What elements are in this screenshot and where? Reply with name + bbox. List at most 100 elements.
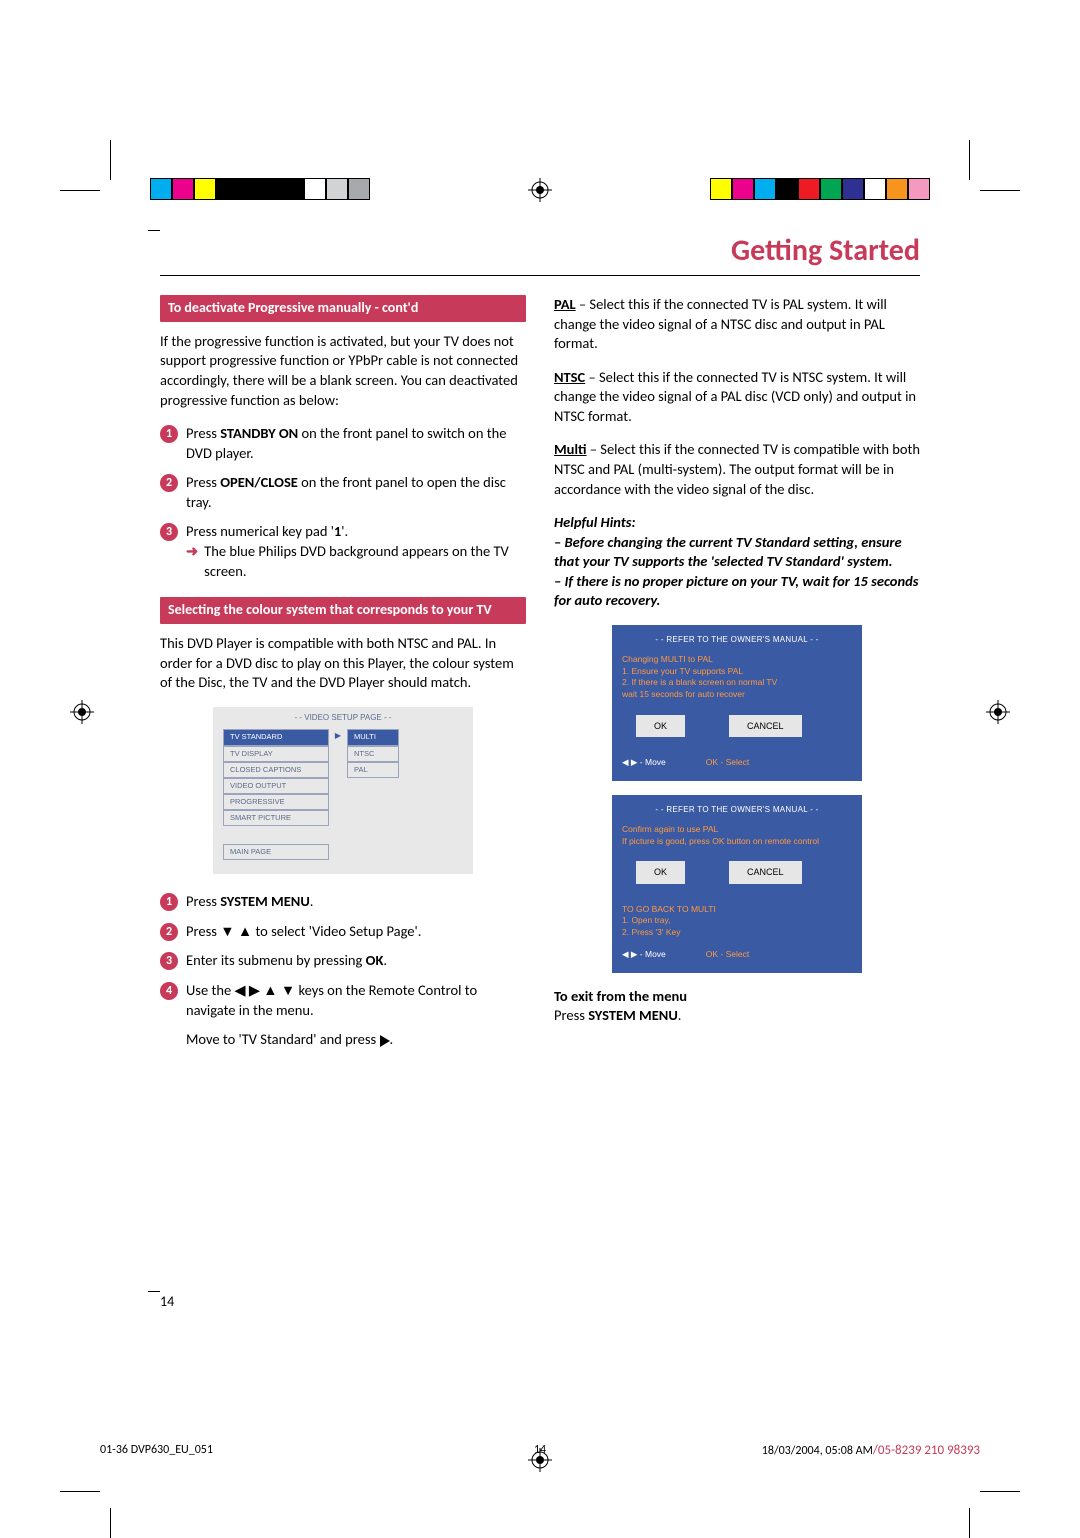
button-ref: OK [366, 951, 384, 969]
button-ref: OPEN/CLOSE [220, 473, 298, 491]
osd-message: Changing MULTI to PAL 1. Ensure your TV … [622, 654, 852, 702]
text: . [390, 1030, 394, 1048]
osd-submenu-item: MULTI [347, 729, 399, 745]
doc-timestamp: 18/03/2004, 05:08 AM/05-8239 210 98393 [762, 1443, 980, 1458]
osd-cancel-button: CANCEL [729, 715, 802, 737]
crop-mark [980, 1491, 1020, 1492]
term-ntsc: NTSC [554, 368, 585, 386]
color-calibration-bar-left [150, 178, 370, 200]
text: Press [554, 1006, 588, 1024]
osd-select-hint: OK - Select [706, 949, 749, 960]
osd-title: - - VIDEO SETUP PAGE - - [213, 713, 473, 724]
step-2: 2 Press OPEN/CLOSE on the front panel to… [160, 473, 526, 512]
doc-filename: 01-36 DVP630_EU_051 [100, 1443, 213, 1458]
text: . [678, 1006, 682, 1024]
text: Press [186, 473, 220, 491]
osd-submenu-list: MULTI NTSC PAL [347, 729, 399, 826]
text: If picture is good, press OK button on r… [622, 836, 852, 848]
crop-mark [110, 1508, 111, 1538]
page-number: 14 [160, 1293, 174, 1310]
text: Press ▼ ▲ to select 'Video Setup Page'. [186, 922, 526, 942]
step-number-icon: 1 [160, 425, 178, 443]
paragraph: If the progressive function is activated… [160, 332, 526, 410]
osd-dialog-changing-multi: - - REFER TO THE OWNER'S MANUAL - - Chan… [612, 625, 862, 781]
text: Changing MULTI to PAL [622, 654, 852, 666]
text: Press [186, 424, 220, 442]
footer-page-number: 14 [534, 1443, 546, 1457]
part-number: /05-8239 210 98393 [873, 1443, 980, 1458]
osd-title: - - REFER TO THE OWNER'S MANUAL - - [622, 635, 852, 646]
page-content: Getting Started To deactivate Progressiv… [160, 240, 920, 1340]
text: Use the ◀ ▶ ▲ ▼ keys on the Remote Contr… [186, 981, 526, 1020]
text: TO GO BACK TO MULTI [622, 904, 852, 916]
text: – Select this if the connected TV is NTS… [554, 368, 916, 425]
text: . [383, 951, 387, 969]
play-right-icon [380, 1035, 390, 1047]
text: The blue Philips DVD background appears … [204, 542, 526, 581]
osd-main-page-item: MAIN PAGE [223, 844, 329, 860]
submenu-arrow-icon: ▶ [331, 729, 345, 826]
button-ref: SYSTEM MENU [588, 1006, 678, 1024]
step-number-icon: 2 [160, 474, 178, 492]
osd-menu-item: VIDEO OUTPUT [223, 778, 329, 794]
text: wait 15 seconds for auto recover [622, 689, 852, 701]
term-multi: Multi [554, 440, 587, 458]
exit-heading: To exit from the menu [554, 987, 920, 1007]
text: Press numerical key pad ' [186, 522, 334, 540]
osd-menu-list: TV STANDARD TV DISPLAY CLOSED CAPTIONS V… [223, 729, 329, 826]
registration-mark [70, 700, 94, 724]
registration-mark [986, 700, 1010, 724]
hint-1: – Before changing the current TV Standar… [554, 533, 920, 572]
step-b1: 1 Press SYSTEM MENU. [160, 892, 526, 912]
crop-mark [969, 140, 970, 180]
page-title: Getting Started [731, 232, 920, 269]
text: – Select this if the connected TV is com… [554, 440, 920, 497]
osd-title: - - REFER TO THE OWNER'S MANUAL - - [622, 805, 852, 816]
result-arrow-icon: ➜ [186, 542, 198, 581]
step-1: 1 Press STANDBY ON on the front panel to… [160, 424, 526, 463]
text: – Select this if the connected TV is PAL… [554, 295, 887, 352]
text: Enter its submenu by pressing [186, 951, 366, 969]
osd-back-message: TO GO BACK TO MULTI 1. Open tray, 2. Pre… [622, 904, 852, 940]
step-number-icon: 3 [160, 523, 178, 541]
print-footer: 01-36 DVP630_EU_051 14 18/03/2004, 05:08… [100, 1443, 980, 1458]
osd-ok-button: OK [636, 861, 685, 883]
section-header-colour-system: Selecting the colour system that corresp… [160, 597, 526, 624]
paragraph: This DVD Player is compatible with both … [160, 634, 526, 693]
step-b3: 3 Enter its submenu by pressing OK. [160, 951, 526, 971]
text: 2. Press '3' Key [622, 927, 852, 939]
crop-mark [60, 1491, 100, 1492]
step-number-icon: 3 [160, 952, 178, 970]
osd-menu-item: PROGRESSIVE [223, 794, 329, 810]
crop-mark [110, 140, 111, 180]
button-ref: SYSTEM MENU [220, 892, 310, 910]
text: Press [186, 892, 220, 910]
osd-menu-item: SMART PICTURE [223, 810, 329, 826]
osd-submenu-item: NTSC [347, 746, 399, 762]
osd-menu-item: TV STANDARD [223, 729, 329, 745]
crop-mark [969, 1508, 970, 1538]
header-rule [160, 275, 920, 276]
hint-2: – If there is no proper picture on your … [554, 572, 920, 611]
osd-ok-button: OK [636, 715, 685, 737]
text: Confirm again to use PAL [622, 824, 852, 836]
button-ref: STANDBY ON [220, 424, 298, 442]
osd-dialog-confirm-pal: - - REFER TO THE OWNER'S MANUAL - - Conf… [612, 795, 862, 973]
osd-select-hint: OK - Select [706, 757, 749, 768]
text: 1. Open tray, [622, 915, 852, 927]
helpful-hints-heading: Helpful Hints: [554, 513, 920, 533]
step-number-icon: 4 [160, 982, 178, 1000]
osd-message: Confirm again to use PAL If picture is g… [622, 824, 852, 848]
osd-move-hint: ◀ ▶ - Move [622, 949, 666, 960]
step-b4: 4 Use the ◀ ▶ ▲ ▼ keys on the Remote Con… [160, 981, 526, 1050]
step-number-icon: 2 [160, 923, 178, 941]
text: 18/03/2004, 05:08 AM [762, 1444, 873, 1458]
term-pal: PAL [554, 295, 576, 313]
text: . [310, 892, 314, 910]
right-column: PAL – Select this if the connected TV is… [554, 295, 920, 1060]
osd-video-setup-menu: - - VIDEO SETUP PAGE - - TV STANDARD TV … [213, 707, 473, 875]
step-b2: 2 Press ▼ ▲ to select 'Video Setup Page'… [160, 922, 526, 942]
step-3: 3 Press numerical key pad '1'. ➜The blue… [160, 522, 526, 581]
text: 2. If there is a blank screen on normal … [622, 677, 852, 689]
text: '. [341, 522, 348, 540]
